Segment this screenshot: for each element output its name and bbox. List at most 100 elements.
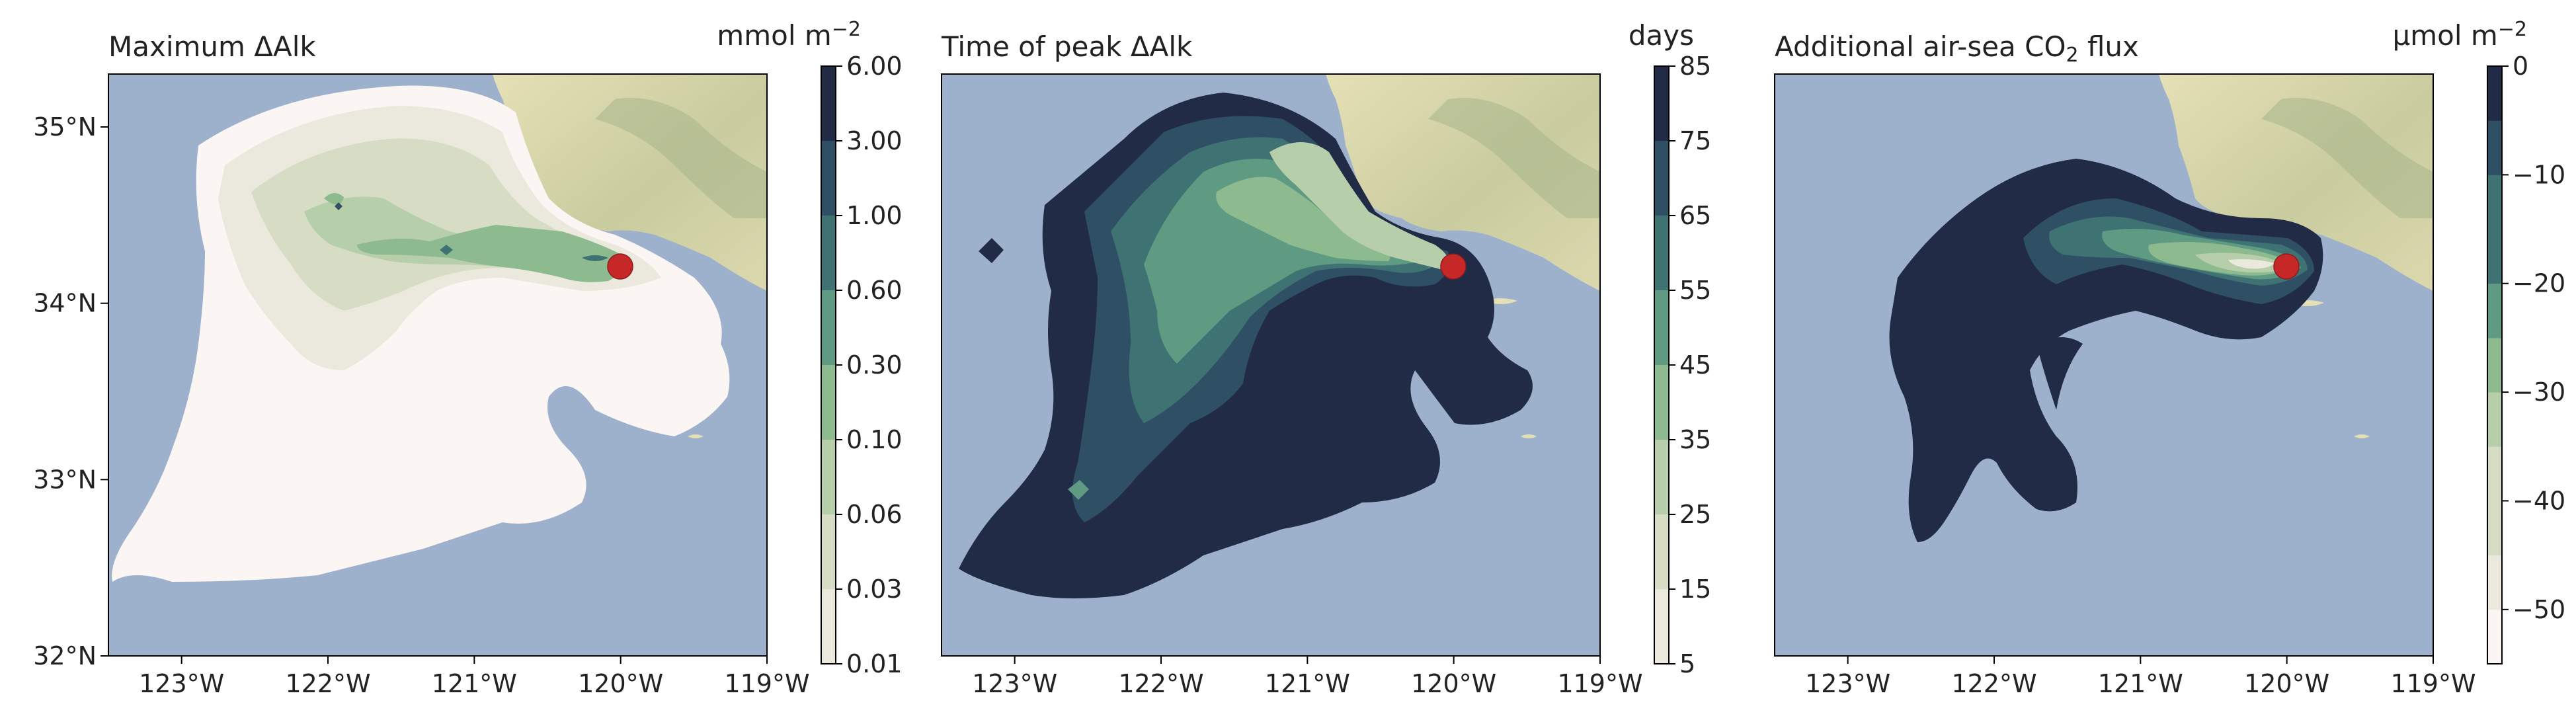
x-axis: 123°W 122°W 121°W 120°W 119°W: [972, 656, 1643, 698]
colorbar-tick-label: 75: [1679, 126, 1711, 155]
x-tick-label: 119°W: [2390, 669, 2475, 698]
x-tick-label: 119°W: [1557, 669, 1642, 698]
colorbar-tick-label: 0.06: [846, 500, 903, 529]
colorbar-tick-label: 65: [1679, 201, 1711, 230]
colorbar-segment: [1654, 66, 1669, 141]
colorbar: 0 −10 −20 −30 −40 −50 μmol m−2: [2393, 18, 2565, 664]
colorbar-tick-label: −10: [2513, 160, 2565, 189]
colorbar-tick-label: 15: [1679, 575, 1711, 604]
y-tick-label: 34°N: [33, 289, 97, 318]
map-area: [1775, 74, 2433, 656]
colorbar-label: μmol m−2: [2393, 18, 2528, 52]
panel-co2-flux: Additional air-sea CO2 flux 123°W 122°W 12…: [1774, 18, 2565, 698]
colorbar-segment: [1654, 365, 1669, 440]
colorbar-tick-label: 1.00: [846, 201, 903, 230]
x-tick-label: 122°W: [1118, 669, 1203, 698]
colorbar-segment: [821, 141, 836, 216]
terrain-shade: [595, 98, 767, 218]
map-area: [942, 74, 1600, 656]
colorbar-tick-label: 0.10: [846, 425, 903, 454]
colorbar-tick-label: 0.03: [846, 575, 903, 604]
colorbar-segment: [1654, 514, 1669, 590]
colorbar-tick-label: 45: [1679, 350, 1711, 380]
colorbar-tick-label: 3.00: [846, 126, 903, 155]
panel-title: Maximum ΔAlk: [108, 30, 316, 63]
colorbar-tick-label: 0.30: [846, 350, 903, 380]
x-tick-label: 120°W: [1411, 669, 1496, 698]
colorbar-segment: [821, 216, 836, 291]
colorbar-frame: [1654, 65, 1670, 664]
colorbar-segment: [2487, 66, 2502, 121]
y-tick-label: 33°N: [33, 465, 97, 494]
contour-1.00: [357, 225, 624, 282]
colorbar-segment: [2487, 229, 2502, 284]
colorbar-segment: [2487, 609, 2502, 664]
colorbar-segment: [2487, 555, 2502, 610]
x-tick-label: 121°W: [2098, 669, 2183, 698]
contour-55: [1144, 159, 1422, 364]
contour-6.00: [335, 202, 342, 210]
colorbar-tick-label: 0.60: [846, 276, 903, 305]
colorbar-segment: [2487, 501, 2502, 556]
x-tick-label: 120°W: [578, 669, 663, 698]
contour-0: [2036, 337, 2083, 410]
colorbar-segment: [2487, 337, 2502, 393]
colorbar-segment: [2487, 175, 2502, 230]
x-axis: 123°W 122°W 121°W 120°W 119°W: [139, 656, 810, 698]
colorbar-tick-label: −30: [2513, 378, 2565, 407]
colorbar-segment: [821, 66, 836, 141]
x-tick-label: 122°W: [285, 669, 370, 698]
island: [2354, 434, 2370, 438]
colorbar-segment: [2487, 120, 2502, 175]
colorbar-segment: [2487, 392, 2502, 447]
colorbar: 6.00 3.00 1.00 0.60 0.30 0.10 0.06 0.03 0.01 mmol…: [717, 18, 902, 678]
contour-3.00: [440, 245, 453, 255]
x-tick-label: 123°W: [972, 669, 1057, 698]
contour-35: [1269, 142, 1450, 271]
contour-55: [1068, 480, 1089, 500]
x-tick-label: 121°W: [432, 669, 517, 698]
x-tick-label: 122°W: [1951, 669, 2036, 698]
colorbar-tick-label: 0.01: [846, 649, 903, 678]
colorbar-segment: [1654, 589, 1669, 664]
axes-frame: [108, 73, 768, 657]
colorbar-tick-label: 85: [1679, 52, 1711, 81]
colorbar-tick-label: 35: [1679, 425, 1711, 454]
colorbar-frame: [2487, 65, 2503, 664]
colorbar-tick-label: −40: [2513, 486, 2565, 515]
colorbar-segment: [2487, 283, 2502, 339]
colorbar-tick-label: 55: [1679, 276, 1711, 305]
panel-title: Time of peak ΔAlk: [941, 30, 1193, 63]
x-tick-label: 119°W: [724, 669, 809, 698]
colorbar-segment: [1654, 290, 1669, 366]
colorbar-segment: [821, 440, 836, 515]
colorbar-segment: [1654, 440, 1669, 515]
colorbar-frame: [821, 65, 836, 664]
colorbar-label: days: [1629, 19, 1694, 52]
colorbar-segment: [821, 589, 836, 664]
colorbar-segment: [2487, 446, 2502, 501]
release-point-marker: [2273, 253, 2300, 280]
x-tick-label: 121°W: [1265, 669, 1350, 698]
contour-1.00: [324, 192, 344, 205]
release-point-marker: [1440, 253, 1467, 280]
colorbar-tick-label: −20: [2513, 269, 2565, 298]
island: [1521, 434, 1537, 438]
axes-frame: [941, 73, 1601, 657]
colorbar-tick-label: 5: [1679, 649, 1695, 678]
colorbar-tick-label: 0: [2513, 52, 2528, 81]
colorbar-segment: [821, 290, 836, 366]
colorbar-segment: [1654, 216, 1669, 291]
map-area: [108, 74, 767, 656]
colorbar-tick-label: −50: [2513, 595, 2565, 624]
y-tick-label: 35°N: [33, 112, 97, 141]
release-point-marker: [607, 253, 633, 280]
terrain-shade: [2261, 98, 2433, 218]
panel-time-of-peak: Time of peak ΔAlk 123°W 122°W 121°W 120°W 11…: [941, 19, 1711, 698]
panel-title: Additional air-sea CO2 flux: [1775, 30, 2139, 67]
colorbar-tick-label: 6.00: [846, 52, 903, 81]
x-tick-label: 123°W: [139, 669, 224, 698]
x-tick-label: 123°W: [1805, 669, 1890, 698]
